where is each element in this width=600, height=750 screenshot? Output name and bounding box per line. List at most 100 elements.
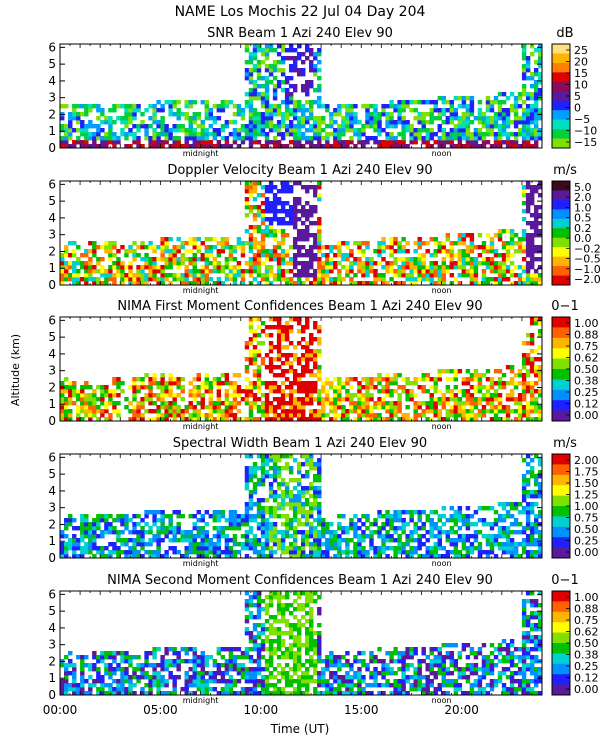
y-tick-label: 3: [48, 638, 56, 652]
y-tick-label: 1: [48, 124, 56, 138]
colorbar-label: 1.00: [574, 591, 599, 604]
heatmap-cells: [60, 181, 543, 286]
colorbar-swatch: [552, 266, 570, 276]
colorbar-swatch: [552, 495, 570, 507]
colorbar-swatch: [552, 410, 570, 422]
colorbar-swatch: [552, 516, 570, 528]
y-tick-label: 5: [48, 330, 56, 344]
colorbar-swatch: [552, 389, 570, 401]
panel-5: NIMA Second Moment Confidences Beam 1 Az…: [48, 573, 598, 705]
colorbar-swatch: [552, 199, 570, 210]
colorbar-label: 0.75: [574, 512, 599, 525]
colorbar-swatch: [552, 62, 570, 73]
colorbar: 1.000.880.750.620.500.380.250.120.00: [551, 316, 599, 422]
colorbar-label: 0.25: [574, 386, 599, 399]
noon-marker: noon: [432, 696, 452, 705]
colorbar-swatch: [552, 91, 570, 102]
heatmap-cells: [60, 454, 543, 559]
y-tick-label: 6: [48, 313, 56, 327]
y-tick-label: 2: [48, 517, 56, 531]
colorbar-label: 0.25: [574, 535, 599, 548]
colorbar-swatch: [552, 275, 570, 286]
colorbar-label: 0.88: [574, 603, 599, 616]
colorbar-label: 0.00: [574, 409, 599, 422]
colorbar-label: 0: [574, 102, 581, 115]
colorbar-swatch: [552, 317, 570, 328]
x-tick-label: 05:00: [143, 703, 178, 717]
panel-unit: m/s: [553, 163, 577, 178]
colorbar-label: 0.12: [574, 398, 599, 411]
y-tick-label: 4: [48, 74, 56, 88]
colorbar-swatch: [552, 485, 570, 496]
colorbar-label: −10: [574, 125, 597, 138]
colorbar-swatch: [552, 228, 570, 239]
panel-title: Doppler Velocity Beam 1 Azi 240 Elev 90: [167, 163, 432, 178]
y-tick-label: 1: [48, 261, 56, 275]
y-tick-label: 3: [48, 228, 56, 242]
colorbar-swatch: [552, 138, 570, 149]
y-tick-label: 0: [48, 141, 56, 155]
colorbar-swatch: [552, 209, 570, 220]
y-tick-label: 2: [48, 654, 56, 668]
colorbar-label: 2.0: [574, 191, 592, 204]
colorbar-label: 5.0: [574, 181, 592, 194]
colorbar-label: 15: [574, 67, 588, 80]
colorbar-swatch: [552, 44, 570, 54]
x-tick-label: 20:00: [444, 703, 479, 717]
colorbar-label: 0.00: [574, 546, 599, 559]
y-tick-label: 1: [48, 534, 56, 548]
y-tick-label: 2: [48, 380, 56, 394]
y-tick-label: 5: [48, 57, 56, 71]
y-tick-label: 0: [48, 414, 56, 428]
noon-marker: noon: [432, 286, 452, 295]
x-tick-label: 00:00: [43, 703, 78, 717]
colorbar-label: 1.25: [574, 489, 599, 502]
colorbar-label: 0.75: [574, 614, 599, 627]
colorbar-label: 25: [574, 44, 588, 57]
colorbar-label: −0.2: [574, 242, 600, 255]
colorbar-swatch: [552, 119, 570, 130]
panels-group: SNR Beam 1 Azi 240 Elev 90 dB 0 1 2 3 4 5 6 midni…: [48, 26, 600, 705]
panel-title: NIMA Second Moment Confidences Beam 1 Az…: [107, 573, 493, 588]
colorbar-label: 0.62: [574, 352, 599, 365]
colorbar-label: 0.50: [574, 637, 599, 650]
y-tick-label: 1: [48, 397, 56, 411]
colorbar-swatch: [552, 547, 570, 559]
colorbar-label: 2.00: [574, 454, 599, 467]
y-tick-label: 2: [48, 107, 56, 121]
colorbar-swatch: [552, 622, 570, 633]
colorbar-swatch: [552, 369, 570, 380]
colorbar-label: 0.38: [574, 375, 599, 388]
y-tick-label: 5: [48, 467, 56, 481]
midnight-marker: midnight: [183, 559, 219, 568]
colorbar-swatch: [552, 601, 570, 613]
colorbar-label: 10: [574, 79, 588, 92]
colorbar-label: 0.2: [574, 222, 592, 235]
colorbar-swatch: [552, 400, 570, 411]
colorbar-swatch: [552, 72, 570, 83]
y-tick-label: 0: [48, 551, 56, 565]
colorbar-swatch: [552, 379, 570, 391]
colorbar-swatch: [552, 129, 570, 139]
colorbar-swatch: [552, 237, 570, 248]
panel-1: SNR Beam 1 Azi 240 Elev 90 dB 0 1 2 3 4 5 6 midni…: [48, 26, 597, 158]
y-tick-label: 3: [48, 364, 56, 378]
colorbar-label: 0.88: [574, 329, 599, 342]
y-tick-label: 3: [48, 501, 56, 515]
colorbar-swatch: [552, 337, 570, 349]
heatmap-cells: [60, 44, 543, 149]
panel-unit: dB: [556, 26, 573, 41]
colorbar-label: −15: [574, 136, 597, 149]
colorbar-label: 1.00: [574, 317, 599, 330]
y-tick-label: 6: [48, 177, 56, 191]
y-tick-label: 4: [48, 211, 56, 225]
panel-unit: 0−1: [551, 573, 578, 588]
colorbar-label: 0.25: [574, 660, 599, 673]
colorbar-label: 0.5: [574, 212, 592, 225]
midnight-marker: midnight: [183, 286, 219, 295]
colorbar-label: 0.0: [574, 232, 592, 245]
colorbar-swatch: [552, 348, 570, 359]
colorbar-swatch: [552, 684, 570, 696]
midnight-marker: midnight: [183, 696, 219, 705]
